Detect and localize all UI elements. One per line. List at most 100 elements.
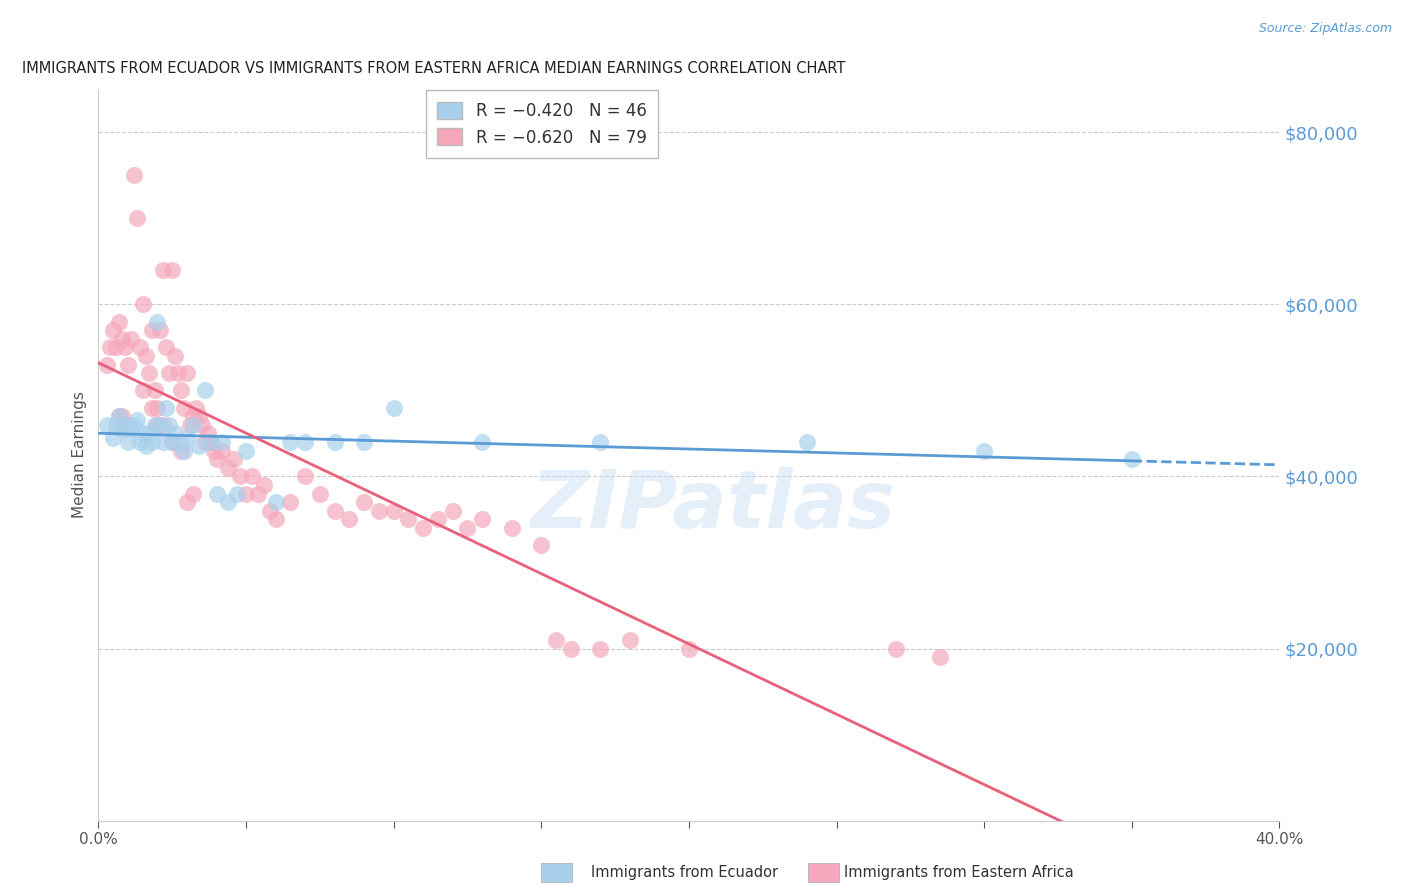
Point bbox=[382, 504, 405, 518]
Point bbox=[125, 211, 148, 226]
Point bbox=[264, 495, 287, 509]
Point bbox=[181, 417, 204, 432]
Point bbox=[157, 417, 180, 432]
Point bbox=[382, 401, 405, 415]
Point bbox=[1121, 452, 1143, 467]
Text: ZIPatlas: ZIPatlas bbox=[530, 467, 896, 545]
Point bbox=[323, 435, 346, 450]
Point bbox=[398, 512, 420, 526]
Point bbox=[176, 366, 198, 380]
Point bbox=[191, 417, 214, 432]
Point bbox=[235, 486, 257, 500]
Point bbox=[226, 486, 249, 500]
Point bbox=[441, 504, 464, 518]
Point bbox=[264, 512, 287, 526]
Point bbox=[170, 443, 193, 458]
Point bbox=[187, 409, 209, 424]
Point bbox=[202, 443, 225, 458]
Point bbox=[200, 435, 222, 450]
Point bbox=[132, 426, 155, 441]
Point bbox=[240, 469, 263, 483]
Point bbox=[224, 452, 246, 467]
Point bbox=[280, 435, 302, 450]
Point bbox=[114, 417, 136, 432]
Point bbox=[108, 314, 131, 328]
Point bbox=[184, 401, 207, 415]
Point bbox=[117, 435, 139, 450]
Point bbox=[146, 314, 169, 328]
Point bbox=[103, 431, 125, 445]
Point bbox=[194, 384, 217, 398]
Point bbox=[546, 632, 568, 647]
Point bbox=[471, 435, 494, 450]
Point bbox=[229, 469, 252, 483]
Point bbox=[170, 435, 193, 450]
Point bbox=[176, 495, 198, 509]
Point bbox=[353, 435, 375, 450]
Point bbox=[141, 323, 163, 337]
Point bbox=[146, 401, 169, 415]
Point bbox=[135, 349, 157, 363]
Text: Immigrants from Eastern Africa: Immigrants from Eastern Africa bbox=[844, 865, 1073, 880]
Point bbox=[179, 417, 201, 432]
Point bbox=[323, 504, 346, 518]
Point bbox=[368, 504, 391, 518]
Point bbox=[122, 168, 145, 182]
Point bbox=[146, 417, 169, 432]
Point bbox=[176, 431, 198, 445]
Point bbox=[187, 439, 209, 453]
Point bbox=[96, 358, 118, 372]
Point bbox=[589, 641, 612, 656]
Point bbox=[103, 323, 125, 337]
Point bbox=[120, 332, 142, 346]
Point bbox=[235, 443, 257, 458]
Point bbox=[165, 426, 187, 441]
Point bbox=[181, 486, 204, 500]
Point bbox=[132, 384, 155, 398]
Point bbox=[217, 460, 239, 475]
Point bbox=[211, 435, 233, 450]
Text: Source: ZipAtlas.com: Source: ZipAtlas.com bbox=[1258, 22, 1392, 36]
Point bbox=[98, 340, 121, 354]
Point bbox=[471, 512, 494, 526]
Point bbox=[294, 469, 316, 483]
Point bbox=[111, 422, 134, 436]
Point bbox=[280, 495, 302, 509]
Point bbox=[108, 409, 131, 424]
Point bbox=[530, 538, 553, 552]
Point bbox=[194, 435, 217, 450]
Point bbox=[114, 417, 136, 432]
Point bbox=[197, 426, 219, 441]
Point bbox=[309, 486, 332, 500]
Point bbox=[162, 435, 183, 450]
Point bbox=[141, 401, 163, 415]
Point bbox=[149, 323, 172, 337]
Point bbox=[205, 486, 228, 500]
Point bbox=[217, 495, 239, 509]
Point bbox=[111, 409, 134, 424]
Point bbox=[128, 435, 150, 450]
Point bbox=[173, 401, 195, 415]
Point bbox=[619, 632, 641, 647]
Point bbox=[412, 521, 434, 535]
Point bbox=[155, 340, 177, 354]
Point bbox=[135, 439, 157, 453]
Point bbox=[170, 384, 193, 398]
Point bbox=[143, 417, 166, 432]
Point bbox=[108, 409, 131, 424]
Point bbox=[149, 417, 172, 432]
Point bbox=[929, 650, 952, 665]
Text: IMMIGRANTS FROM ECUADOR VS IMMIGRANTS FROM EASTERN AFRICA MEDIAN EARNINGS CORREL: IMMIGRANTS FROM ECUADOR VS IMMIGRANTS FR… bbox=[21, 61, 845, 76]
Point bbox=[457, 521, 479, 535]
Point bbox=[117, 417, 139, 432]
Point bbox=[884, 641, 907, 656]
Point bbox=[155, 401, 177, 415]
Point bbox=[294, 435, 316, 450]
Point bbox=[157, 366, 180, 380]
Point bbox=[678, 641, 700, 656]
Point bbox=[339, 512, 361, 526]
Point bbox=[205, 452, 228, 467]
Point bbox=[105, 340, 128, 354]
Point bbox=[246, 486, 269, 500]
Point bbox=[560, 641, 582, 656]
